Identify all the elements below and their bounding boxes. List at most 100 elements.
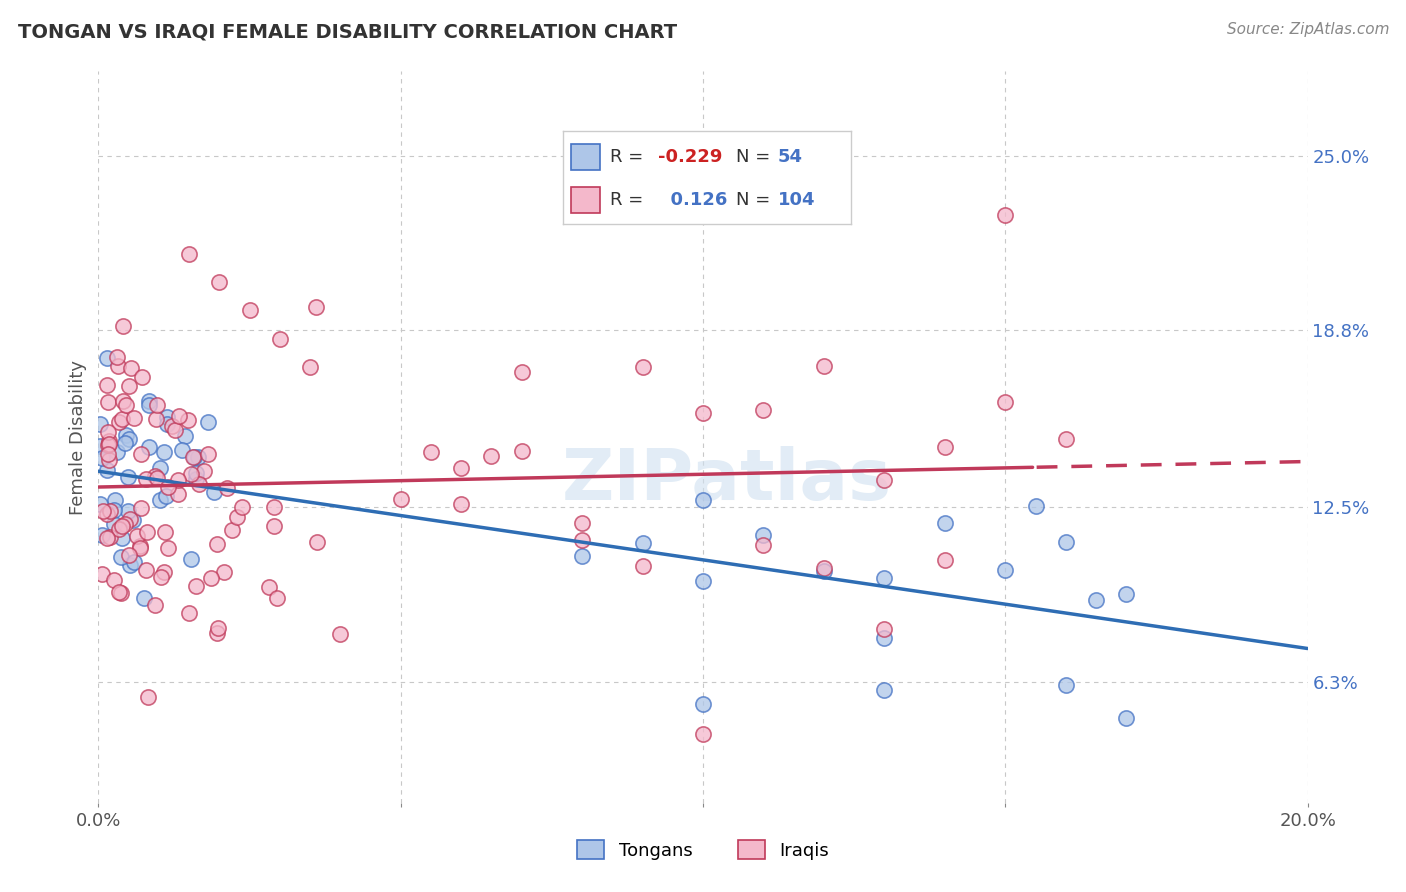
Point — [177, 606, 200, 620]
Point — [91, 528, 114, 542]
Point — [132, 591, 155, 605]
Point — [510, 444, 533, 458]
Point — [208, 276, 231, 290]
Point — [215, 481, 238, 495]
Text: N =: N = — [735, 191, 770, 209]
Point — [128, 539, 150, 553]
Point — [174, 429, 197, 443]
Text: 54: 54 — [778, 148, 803, 166]
Point — [145, 412, 167, 426]
Point — [226, 509, 249, 524]
Point — [97, 434, 120, 448]
Point — [197, 447, 219, 461]
Point — [90, 451, 112, 466]
Point — [97, 425, 120, 440]
Point — [115, 399, 138, 413]
Point — [813, 564, 835, 578]
Point — [118, 558, 141, 572]
Point — [197, 415, 219, 429]
Point — [155, 489, 177, 503]
Point — [89, 496, 111, 510]
Point — [179, 247, 201, 261]
Point — [104, 493, 127, 508]
Point — [167, 409, 190, 424]
Point — [89, 439, 111, 453]
Point — [183, 450, 205, 465]
Point — [420, 445, 443, 459]
Point — [873, 622, 896, 636]
Point — [138, 398, 160, 412]
Point — [105, 445, 128, 459]
Bar — [571, 145, 600, 170]
Point — [103, 503, 125, 517]
Point — [129, 447, 152, 461]
Point — [112, 318, 135, 333]
Bar — [571, 186, 600, 212]
Point — [156, 417, 179, 432]
Point — [1115, 711, 1137, 725]
Point — [1054, 678, 1077, 692]
Point — [96, 378, 118, 392]
Point — [108, 522, 131, 536]
Point — [96, 531, 118, 545]
Point — [813, 561, 835, 575]
Point — [692, 574, 714, 588]
Point — [122, 410, 145, 425]
Point — [450, 460, 472, 475]
Point — [180, 552, 202, 566]
Point — [184, 472, 207, 486]
Point — [873, 473, 896, 487]
Point — [138, 441, 160, 455]
Point — [96, 507, 118, 521]
Point — [752, 403, 775, 417]
Point — [149, 493, 172, 508]
Point — [97, 447, 120, 461]
Point — [631, 536, 654, 550]
Point — [108, 584, 131, 599]
Point — [200, 570, 222, 584]
Point — [98, 530, 121, 544]
Point — [307, 535, 329, 549]
Point — [143, 469, 166, 483]
Y-axis label: Female Disability: Female Disability — [69, 359, 87, 515]
Point — [873, 683, 896, 698]
Point — [873, 631, 896, 645]
Point — [752, 538, 775, 552]
Point — [97, 437, 120, 451]
Point — [1024, 499, 1046, 513]
Point — [156, 541, 179, 555]
Point — [207, 621, 229, 635]
Point — [155, 525, 177, 540]
Point — [152, 565, 174, 579]
Point — [131, 369, 153, 384]
Point — [153, 445, 176, 459]
Point — [96, 351, 118, 365]
Point — [155, 409, 177, 424]
Text: -0.229: -0.229 — [658, 148, 723, 166]
Point — [752, 528, 775, 542]
Point — [202, 485, 225, 500]
Point — [136, 690, 159, 705]
Point — [125, 529, 148, 543]
Point — [934, 516, 956, 530]
Point — [146, 398, 169, 412]
Point — [143, 598, 166, 612]
Point — [1054, 535, 1077, 549]
Point — [135, 525, 157, 540]
Point — [450, 497, 472, 511]
Point — [571, 549, 593, 563]
Point — [110, 550, 132, 565]
Point — [114, 516, 136, 531]
Point — [111, 531, 134, 545]
Point — [121, 512, 143, 526]
Point — [98, 437, 121, 451]
Point — [188, 476, 211, 491]
Point — [1054, 432, 1077, 446]
Point — [128, 541, 150, 555]
Point — [120, 360, 142, 375]
Point — [107, 359, 129, 373]
Point — [269, 332, 291, 346]
Point — [146, 471, 169, 485]
Point — [934, 440, 956, 454]
Point — [257, 580, 280, 594]
